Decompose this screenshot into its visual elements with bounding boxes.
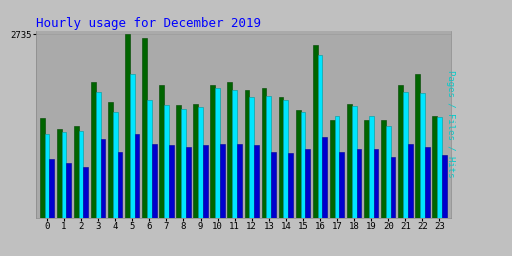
Bar bbox=[279, 97, 284, 218]
Bar bbox=[288, 153, 293, 218]
Bar bbox=[386, 126, 391, 218]
Bar bbox=[125, 34, 130, 218]
Bar bbox=[232, 90, 237, 218]
Bar bbox=[437, 117, 442, 218]
Bar bbox=[262, 88, 266, 218]
Bar bbox=[284, 100, 288, 218]
Bar bbox=[227, 82, 232, 218]
Bar bbox=[100, 138, 105, 218]
Bar bbox=[254, 145, 259, 218]
Bar bbox=[74, 126, 79, 218]
Bar bbox=[335, 116, 339, 218]
Bar bbox=[194, 104, 198, 218]
Bar bbox=[96, 92, 100, 218]
Bar bbox=[305, 149, 310, 218]
Bar bbox=[57, 129, 61, 218]
Bar bbox=[391, 157, 395, 218]
Bar bbox=[67, 163, 71, 218]
Bar bbox=[415, 73, 420, 218]
Bar bbox=[352, 106, 356, 218]
Bar bbox=[108, 102, 113, 218]
Bar bbox=[317, 55, 323, 218]
Bar bbox=[364, 120, 369, 218]
Bar bbox=[356, 149, 361, 218]
Text: Hourly usage for December 2019: Hourly usage for December 2019 bbox=[36, 17, 261, 29]
Bar bbox=[198, 107, 203, 218]
Bar bbox=[398, 85, 403, 218]
Bar bbox=[203, 145, 208, 218]
Bar bbox=[220, 144, 225, 218]
Bar bbox=[147, 100, 152, 218]
Y-axis label: Pages / Files / Hits: Pages / Files / Hits bbox=[446, 70, 455, 178]
Bar bbox=[130, 73, 135, 218]
Bar bbox=[152, 144, 157, 218]
Bar bbox=[403, 92, 408, 218]
Bar bbox=[91, 82, 96, 218]
Bar bbox=[215, 88, 220, 218]
Bar bbox=[266, 96, 271, 218]
Bar bbox=[113, 112, 118, 218]
Bar bbox=[381, 120, 386, 218]
Bar bbox=[374, 149, 378, 218]
Bar bbox=[432, 116, 437, 218]
Bar bbox=[442, 155, 446, 218]
Bar bbox=[49, 159, 54, 218]
Bar bbox=[164, 105, 169, 218]
Bar bbox=[245, 90, 249, 218]
Bar bbox=[369, 116, 374, 218]
Bar bbox=[61, 132, 67, 218]
Bar bbox=[420, 93, 425, 218]
Bar bbox=[186, 147, 190, 218]
Bar bbox=[176, 105, 181, 218]
Bar bbox=[323, 137, 327, 218]
Bar bbox=[118, 152, 122, 218]
Bar bbox=[135, 134, 139, 218]
Bar bbox=[169, 145, 174, 218]
Bar bbox=[181, 109, 186, 218]
Bar bbox=[296, 110, 301, 218]
Bar bbox=[159, 85, 164, 218]
Bar bbox=[347, 104, 352, 218]
Bar bbox=[330, 120, 335, 218]
Bar bbox=[210, 85, 215, 218]
Bar bbox=[271, 152, 276, 218]
Bar bbox=[237, 144, 242, 218]
Bar bbox=[45, 134, 49, 218]
Bar bbox=[83, 167, 88, 218]
Bar bbox=[40, 119, 45, 218]
Bar bbox=[301, 112, 305, 218]
Bar bbox=[408, 144, 413, 218]
Bar bbox=[425, 147, 430, 218]
Bar bbox=[313, 45, 317, 218]
Bar bbox=[79, 131, 83, 218]
Bar bbox=[339, 152, 344, 218]
Bar bbox=[142, 38, 147, 218]
Bar bbox=[249, 97, 254, 218]
